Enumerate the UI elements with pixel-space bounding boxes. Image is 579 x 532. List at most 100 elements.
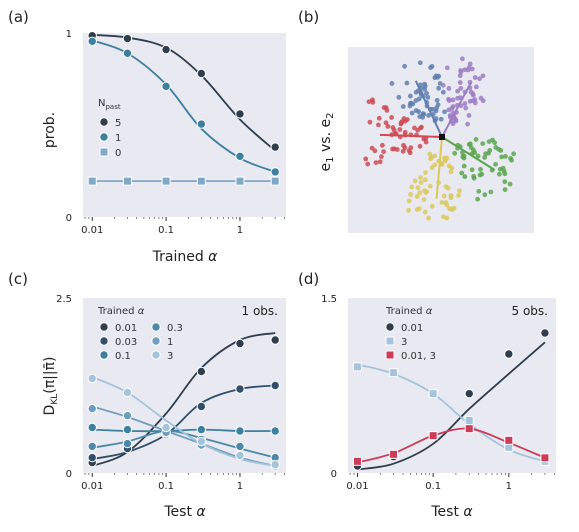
data-point	[235, 426, 245, 436]
scatter-point	[407, 150, 413, 156]
scatter-point	[383, 120, 389, 126]
data-point	[196, 436, 207, 447]
scatter-point	[487, 147, 493, 153]
scatter-point	[472, 97, 478, 103]
scatter-point	[381, 149, 387, 155]
data-point	[196, 401, 207, 412]
panel-b: (b) e1 vs. e2	[298, 8, 534, 233]
scatter-point	[469, 167, 475, 173]
scatter-point	[385, 124, 391, 129]
scatter-point	[414, 194, 420, 199]
scatter-point	[508, 155, 513, 161]
data-point	[122, 438, 133, 449]
y-tick-label: 2.5	[56, 294, 72, 305]
legend-label: 3	[401, 337, 407, 348]
scatter-point	[409, 184, 415, 190]
x-tick-label: 1	[237, 225, 243, 236]
scatter-point	[376, 122, 381, 128]
legend-marker	[99, 350, 109, 360]
data-point	[235, 450, 245, 461]
scatter-point	[422, 81, 427, 87]
legend-label: 5	[115, 118, 121, 129]
scatter-point	[458, 85, 464, 91]
scatter-point	[450, 104, 456, 109]
panel-c-xlabel: Test α	[163, 504, 206, 520]
x-tick-label: 0.01	[81, 481, 103, 492]
scatter-point	[455, 95, 461, 101]
scatter-point	[421, 111, 427, 117]
data-point	[196, 424, 207, 435]
scatter-point	[460, 56, 465, 62]
scatter-point	[457, 188, 462, 194]
scatter-point	[493, 145, 499, 150]
x-tick-label: 1	[506, 481, 512, 492]
y-tick-label: 1	[66, 29, 72, 40]
scatter-point	[493, 161, 498, 167]
scatter-point	[468, 145, 474, 150]
legend-label: 0.01	[115, 323, 137, 334]
data-point	[270, 426, 280, 436]
data-point	[196, 68, 207, 79]
legend-label: 0.1	[115, 351, 131, 362]
panel-c-legend-title: Trained α	[97, 306, 145, 317]
scatter-point	[433, 73, 439, 79]
x-tick-label: 0.1	[158, 225, 174, 236]
scatter-point	[407, 103, 413, 109]
scatter-point	[475, 153, 481, 159]
scatter-point	[476, 188, 482, 194]
data-point	[87, 36, 97, 46]
legend-marker	[99, 117, 109, 127]
scatter-point	[442, 155, 447, 161]
scatter-point	[469, 66, 475, 72]
legend-label: 3	[167, 351, 173, 362]
scatter-point	[450, 97, 456, 103]
scatter-point	[466, 113, 472, 118]
scatter-point	[458, 69, 464, 75]
scatter-point	[511, 151, 517, 157]
series-line-0	[357, 341, 546, 471]
panel-d-label: (d)	[298, 270, 319, 288]
legend-marker	[99, 147, 109, 157]
scatter-point	[389, 81, 395, 86]
scatter-point	[377, 159, 383, 165]
data-point	[464, 388, 474, 399]
legend-label: 1	[115, 133, 121, 144]
scatter-point	[389, 115, 394, 120]
scatter-point	[428, 156, 433, 162]
scatter-point	[438, 116, 444, 122]
data-point	[235, 109, 245, 119]
scatter-point	[442, 109, 448, 115]
scatter-point	[417, 190, 423, 196]
scatter-point	[507, 181, 513, 187]
data-point	[464, 416, 474, 425]
scatter-point	[456, 192, 461, 198]
scatter-point	[462, 67, 468, 73]
scatter-point	[457, 73, 463, 79]
panel-a-plot-area	[83, 33, 286, 217]
scatter-point	[418, 175, 423, 180]
scatter-point	[496, 171, 502, 177]
scatter-point	[369, 145, 375, 151]
panel-d: (d) 0.01 0.1 1 0 1.5 Test α Trained α 0.01 3 0…	[298, 270, 556, 520]
scatter-point	[502, 187, 508, 193]
x-tick-label: 1	[237, 481, 243, 492]
scatter-point	[406, 207, 411, 213]
panel-a-label: (a)	[8, 8, 29, 26]
panel-a-xlabel: Trained α	[152, 249, 219, 265]
y-tick-label: 0	[331, 469, 337, 480]
data-point	[122, 48, 133, 58]
scatter-point	[502, 179, 508, 185]
scatter-point	[401, 142, 406, 148]
data-point	[87, 452, 97, 463]
scatter-point	[413, 108, 419, 113]
data-point	[235, 176, 245, 186]
scatter-point	[446, 107, 452, 113]
origin-marker	[439, 134, 445, 140]
scatter-point	[471, 173, 477, 179]
scatter-point	[408, 145, 414, 151]
scatter-point	[422, 188, 427, 194]
scatter-point	[448, 193, 454, 198]
scatter-point	[428, 65, 433, 71]
legend-marker	[99, 336, 109, 346]
panel-a-ylabel: prob.	[42, 112, 58, 148]
